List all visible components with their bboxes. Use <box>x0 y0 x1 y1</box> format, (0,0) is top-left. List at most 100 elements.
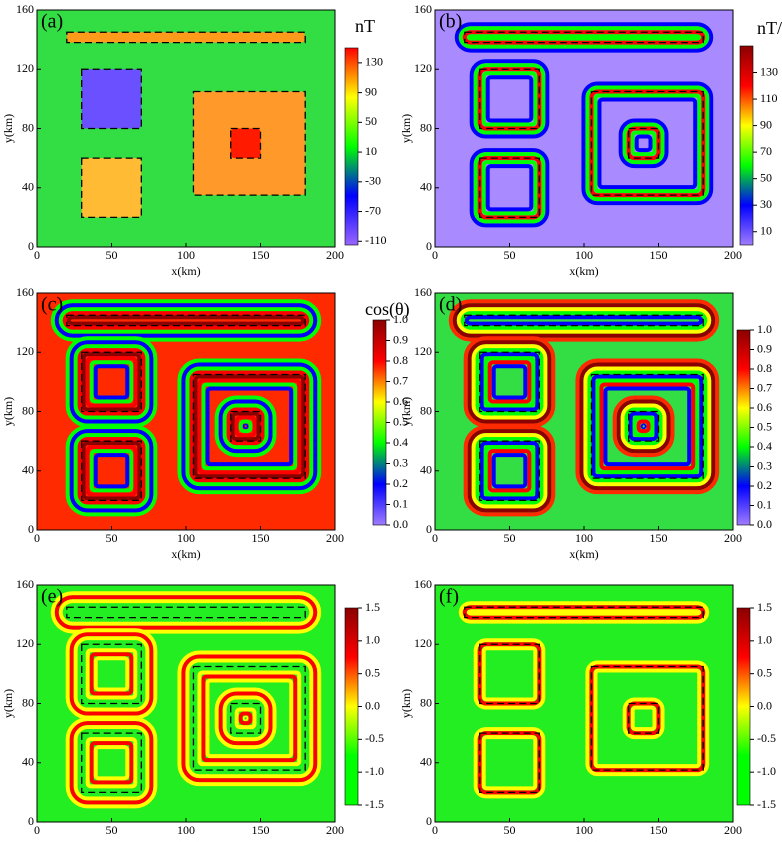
anomaly-ring <box>69 632 154 716</box>
anomaly-ring <box>230 411 261 442</box>
anomaly-ring <box>616 399 671 454</box>
anomaly-ring <box>452 303 716 338</box>
anomaly-ring <box>466 34 702 41</box>
anomaly-ring <box>234 707 257 730</box>
anomaly-ring <box>618 118 669 169</box>
anomaly-ring <box>222 403 269 450</box>
colorbar-tick-label: 0.4 <box>393 435 408 449</box>
y-tick-label: 0 <box>426 522 432 536</box>
anomaly-ring <box>238 711 253 726</box>
panel: 0 50 100 150 200 0 40 80 120 160 x(km) y(km) (e) -1.5… <box>1 577 384 842</box>
anomaly-ring <box>473 152 546 224</box>
anomaly-ring <box>177 650 322 787</box>
panel: 0 50 100 150 200 0 40 80 120 160 x(km) y(km) (c) 0.0 0… <box>1 285 410 561</box>
anomaly-ring <box>54 595 318 630</box>
body-outline <box>628 702 660 734</box>
anomaly-ring <box>234 415 257 438</box>
x-tick-label: 150 <box>252 248 270 262</box>
colorbar-tick-label: 30 <box>760 197 772 211</box>
panel: 0 50 100 150 200 0 40 80 120 160 x(km) y(km) (f) -1.5… <box>399 577 776 842</box>
anomaly-ring <box>73 725 150 801</box>
body-fill <box>81 69 142 129</box>
anomaly-ring <box>458 26 710 49</box>
colorbar-tick-label: 0.3 <box>393 455 408 469</box>
x-tick-label: 0 <box>432 531 438 545</box>
body-outline <box>479 68 540 130</box>
anomaly-ring <box>93 453 130 489</box>
panel-label: (e) <box>41 586 63 608</box>
y-tick-label: 0 <box>426 239 432 253</box>
anomaly-ring <box>630 705 657 732</box>
anomaly-ring <box>481 735 538 791</box>
colorbar-tick-label: 0.9 <box>393 332 408 346</box>
body-outline <box>590 665 704 771</box>
body-outline <box>230 127 262 159</box>
x-axis-label: x(km) <box>569 264 598 278</box>
y-tick-label: 80 <box>22 695 34 709</box>
colorbar-tick-label: 90 <box>365 84 377 98</box>
anomaly-ring <box>73 433 150 509</box>
body-outline <box>464 31 704 44</box>
x-tick-label: 150 <box>650 248 668 262</box>
colorbar-tick-label: 130 <box>365 55 383 69</box>
anomaly-ring <box>636 419 651 434</box>
y-tick-label: 120 <box>414 61 432 75</box>
body-outline <box>479 157 540 219</box>
body-outline <box>192 665 306 771</box>
anomaly-ring <box>460 311 708 330</box>
colorbar <box>372 319 387 526</box>
colorbar-tick-label: -110 <box>365 233 387 247</box>
panel-label: (b) <box>439 11 462 33</box>
colorbar <box>344 607 359 806</box>
y-tick-label: 80 <box>420 120 432 134</box>
y-tick-label: 80 <box>22 403 34 417</box>
y-tick-label: 0 <box>426 814 432 828</box>
anomaly-ring <box>479 352 540 412</box>
colorbar <box>344 47 359 246</box>
anomaly-ring <box>475 348 544 416</box>
anomaly-ring <box>456 307 712 334</box>
anomaly-ring <box>85 737 138 789</box>
body-outline <box>81 732 142 794</box>
colorbar-tick-label: 0.2 <box>393 476 408 490</box>
field <box>37 293 335 530</box>
colorbar <box>736 607 751 806</box>
anomaly-ring <box>226 407 265 446</box>
anomaly-ring <box>622 697 665 740</box>
colorbar-tick-label: 0.6 <box>393 394 408 408</box>
y-tick-label: 80 <box>420 695 432 709</box>
colorbar-tick-label: 0.2 <box>757 478 772 492</box>
x-axis-label: x(km) <box>171 264 200 278</box>
anomaly-ring <box>612 395 675 458</box>
colorbar-tick-label: 1.0 <box>757 322 772 336</box>
x-tick-label: 100 <box>177 248 195 262</box>
panel-label: (a) <box>41 11 63 33</box>
colorbar-tick-label: -1.5 <box>365 797 384 811</box>
body-outline <box>479 440 540 502</box>
field <box>37 585 335 822</box>
colorbar-tick-label: 50 <box>760 170 772 184</box>
y-tick-label: 160 <box>16 2 34 16</box>
anomaly-ring <box>624 407 663 446</box>
anomaly-ring <box>593 93 702 194</box>
body-outline <box>192 90 306 196</box>
body-outline <box>628 127 660 159</box>
body-outline <box>81 68 142 130</box>
body-outline <box>464 606 704 619</box>
anomaly-ring <box>50 591 322 634</box>
colorbar-tick-label: 0.7 <box>757 380 772 394</box>
anomaly-ring <box>89 652 134 696</box>
x-tick-label: 200 <box>724 531 742 545</box>
anomaly-ring <box>54 303 318 338</box>
y-tick-label: 40 <box>22 463 34 477</box>
anomaly-ring <box>630 130 657 157</box>
colorbar-tick-label: 0.3 <box>757 458 772 472</box>
colorbar-tick-label: 0.5 <box>393 414 408 428</box>
x-tick-label: 50 <box>106 823 118 837</box>
colorbar <box>739 45 754 246</box>
colorbar-tick-label: 0.1 <box>393 496 408 510</box>
y-tick-label: 120 <box>16 61 34 75</box>
panel: 0 50 100 150 200 0 40 80 120 160 x(km) y(km) (b) 10 30… <box>399 2 782 278</box>
x-tick-label: 0 <box>432 823 438 837</box>
